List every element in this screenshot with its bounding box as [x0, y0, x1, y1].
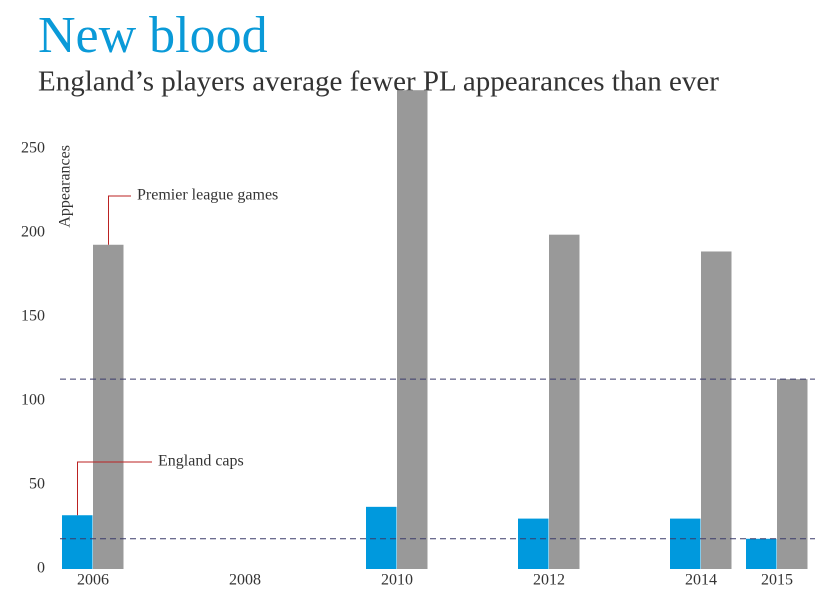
x-tick-label: 2010 [381, 572, 413, 589]
bar [777, 379, 808, 569]
callout-line [108, 195, 131, 245]
x-tick-label: 2012 [533, 572, 565, 589]
y-tick-label: 150 [21, 308, 45, 325]
x-tick-label: 2015 [761, 572, 793, 589]
bar [549, 234, 580, 569]
x-tick-label: 2008 [229, 572, 261, 589]
y-tick-label: 50 [29, 476, 45, 493]
bar [62, 515, 93, 569]
legend-label: Premier league games [137, 187, 278, 204]
y-axis-label: Appearances [57, 145, 74, 228]
bar [518, 518, 549, 569]
bar [746, 538, 777, 569]
legend-label: England caps [158, 453, 244, 470]
bar [397, 90, 428, 569]
y-tick-label: 0 [37, 560, 45, 577]
y-tick-label: 200 [21, 224, 45, 241]
bar [93, 244, 124, 569]
y-tick-label: 100 [21, 392, 45, 409]
callout-line [77, 461, 152, 516]
y-tick-label: 250 [21, 140, 45, 157]
chart-subtitle: England’s players average fewer PL appea… [38, 66, 719, 98]
chart-title: New blood [38, 7, 268, 64]
bar [670, 518, 701, 569]
bar [366, 506, 397, 569]
x-tick-label: 2006 [77, 572, 109, 589]
bar [701, 251, 732, 570]
x-tick-label: 2014 [685, 572, 717, 589]
